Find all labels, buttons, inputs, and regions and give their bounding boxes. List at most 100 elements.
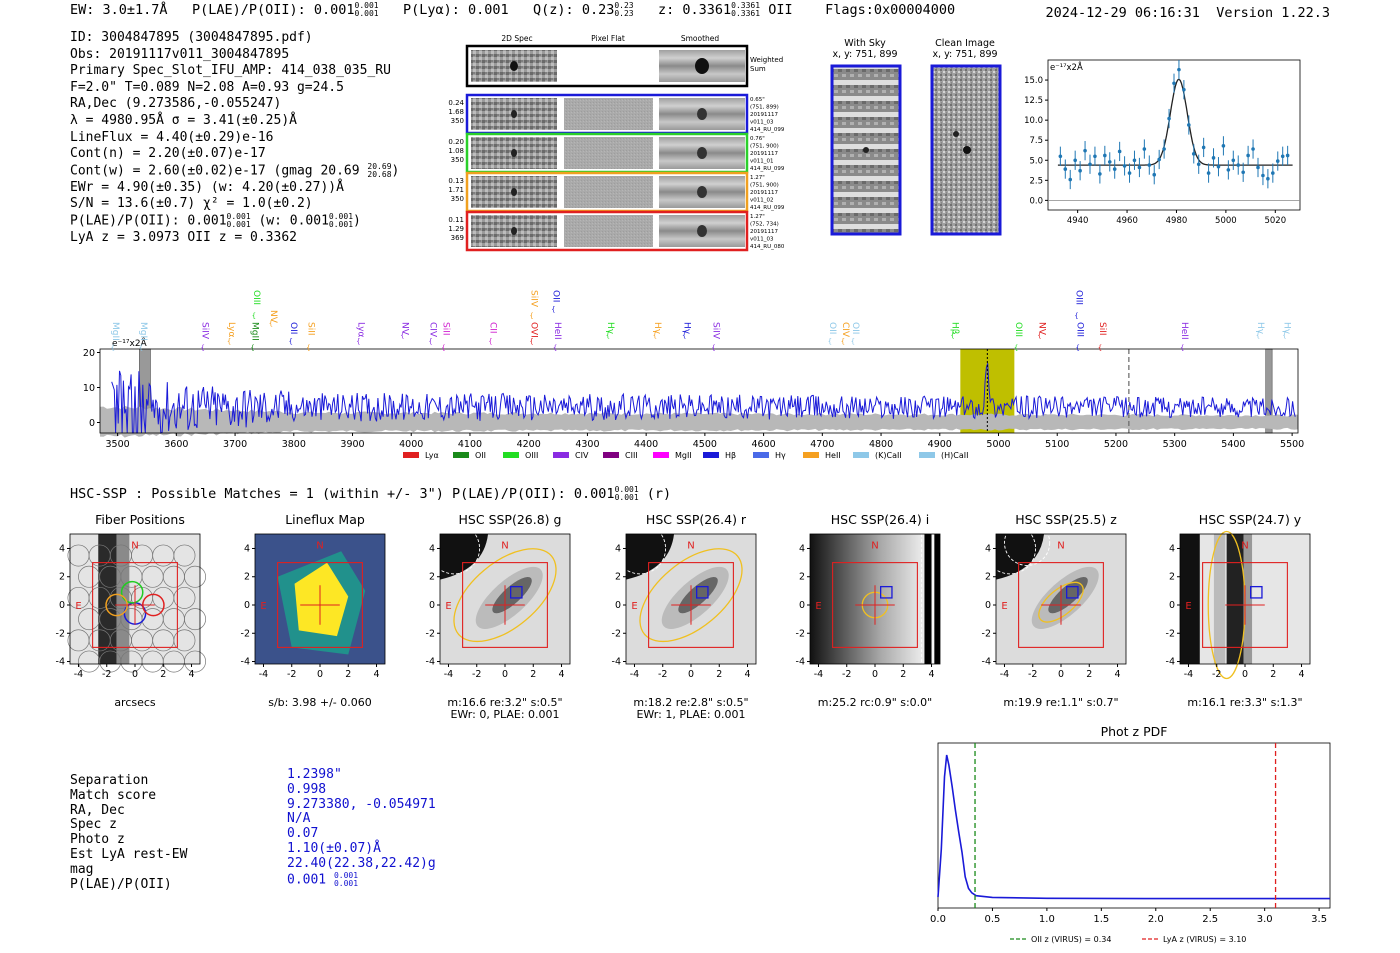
hsc-ytick-label: 0 (244, 600, 250, 611)
spectrum-flux-line (111, 363, 1296, 434)
spec2d-weighted-row: Weighted Sum (465, 44, 783, 88)
hsc-aperture-ellipse (1038, 581, 1084, 623)
linefit-data-point (1241, 170, 1245, 175)
with-sky-title: With Sky x, y: 751, 899 (832, 38, 898, 60)
spec2d-row-meta: v011_01 (750, 159, 774, 165)
spec2d-row-meta: 1.27" (750, 175, 765, 181)
hsc-xtick-label: -2 (658, 669, 667, 680)
spectrum-line-bracket: { (606, 331, 610, 339)
hsc-ytick-label: 2 (244, 572, 250, 583)
hsc-ytick-label: 0 (59, 600, 65, 611)
spec2d-smooth-source (697, 225, 707, 237)
fiber-circle (173, 544, 196, 567)
hsc-ytick-label: -2 (982, 628, 991, 639)
header-flags: Flags:0x00004000 (825, 2, 956, 18)
hsc-xtick-label: 0 (1242, 669, 1248, 680)
linefit-data-point (1073, 158, 1077, 163)
spectrum-line-label: OII (850, 322, 860, 334)
hsc-caption-line: arcsecs (114, 696, 156, 709)
spectrum-line-bracket: { (306, 344, 310, 352)
spectrum-xtick-label: 5200 (1104, 439, 1128, 450)
hsc-xtick-label: -4 (1184, 669, 1193, 680)
search-box (832, 562, 918, 648)
hsc-neighbor-aperture (1004, 530, 1051, 566)
spec2d-smooth-source (697, 108, 707, 120)
spectrum-xtick-label: 5400 (1221, 439, 1245, 450)
spectrum-line-label: SiIV (529, 290, 539, 308)
spectrum-line-bracket: { (711, 344, 715, 352)
spectrum-line-label: OIII (1074, 290, 1084, 305)
spectrum-line-bracket: { (828, 338, 832, 346)
compass-north: N (501, 540, 508, 551)
hsc-xtick-label: -4 (444, 669, 453, 680)
linefit-data-point (1112, 167, 1117, 171)
match-value: 0.998 (287, 781, 327, 797)
spectrum-xtick-label: 3800 (282, 439, 306, 450)
spectrum-xtick-label: 4700 (810, 439, 834, 450)
match-value: N/A (287, 811, 311, 827)
compass-north: N (1241, 540, 1248, 551)
linefit-ytick-label: 10.0 (1024, 116, 1043, 126)
spectrum-line-bracket: { (252, 312, 256, 320)
photz-pdf-curve (937, 754, 1330, 900)
match-label: Match score (70, 787, 157, 803)
photz-frame (937, 742, 1331, 909)
hsc-ytick-label: 2 (59, 572, 65, 583)
linefit-data-point (1167, 116, 1171, 121)
linefit-ytick-label: 5.0 (1029, 156, 1043, 166)
hsc-xtick-label: 0 (502, 669, 508, 680)
info-contw: Cont(w) = 2.60(±0.02)e-17 (gmag 20.69 20… (70, 161, 400, 179)
search-box (92, 562, 178, 648)
hsc-xtick-label: -2 (1028, 669, 1037, 680)
hsc-aperture-ellipse (639, 548, 743, 643)
spectrum-line-bracket: { (139, 344, 143, 352)
spectrum-line-label: OII (827, 322, 837, 334)
spec2d-smooth-source (697, 147, 707, 159)
spectrum-line-bracket: { (841, 338, 845, 346)
spectrum-legend-label: MgII (675, 451, 692, 460)
spectrum-line-label: SiIV (200, 322, 210, 340)
match-label: RA, Dec (70, 802, 125, 818)
hsc-bright-star (440, 534, 489, 580)
spectrum-line-bracket: { (1014, 344, 1018, 352)
linefit-data-point (1196, 162, 1201, 167)
spectrum-line-label: SiII (440, 322, 450, 336)
match-label: Photo z (70, 832, 125, 848)
header-ew: EW: 3.0±1.7Å (70, 2, 168, 18)
hsc-panel-caption: m:16.1 re:3.3" s:1.3" (1165, 697, 1325, 709)
hsc-ytick-label: -4 (982, 657, 991, 668)
hsc-ytick-label: -2 (612, 628, 621, 639)
spectrum-line-label: NV (399, 322, 409, 336)
linefit-xtick-label: 4980 (1166, 216, 1188, 226)
linefit-ytick-label: 7.5 (1029, 136, 1043, 146)
spectrum-legend-swatch (803, 452, 819, 458)
spectrum-line-bracket: { (488, 338, 492, 346)
spectrum-line-bracket: { (400, 331, 404, 339)
spectrum-line-bracket: { (950, 331, 954, 339)
spec2d-flat-cutout (564, 215, 653, 247)
spec2d-row-meta: 0.76" (750, 136, 765, 142)
search-box (462, 562, 548, 648)
hsc-ytick-label: 0 (615, 600, 621, 611)
hsc-ytick-label: 0 (799, 600, 805, 611)
spectrum-legend-label: OII (475, 451, 486, 460)
hsc-galaxy-halo (1031, 566, 1099, 629)
match-label: mag (70, 861, 94, 877)
match-value: 9.273380, -0.054971 (287, 796, 436, 812)
info-obs: Obs: 20191117v011_3004847895 (70, 46, 290, 62)
spectrum-line-label: CII (487, 322, 497, 334)
photz-xtick-label: 1.5 (1093, 914, 1109, 925)
hsc-ytick-label: -4 (56, 657, 65, 668)
photz-legend-oii: OII z (VIRUS) = 0.34 (1031, 935, 1111, 944)
hsc-ytick-label: 4 (985, 543, 991, 554)
info-ewr: EWr = 4.90(±0.35) (w: 4.20(±0.27))Å (70, 179, 344, 195)
hsc-cutout-6: N E -4 -4 -2 -2 0 0 2 2 4 4 (1166, 530, 1311, 680)
spectrum-line-label: Hγ (605, 322, 615, 335)
spec2d-row-meta: v011_02 (750, 198, 774, 204)
header-summary: EW: 3.0±1.7Å P(LAE)/P(OII): 0.0010.001 0.… (70, 1, 956, 19)
search-box (277, 562, 363, 648)
spec2d-row-meta: 414_RU_080 (750, 244, 785, 250)
clean-image (930, 64, 1002, 236)
header-plae-err: 0.001 0.001 (354, 1, 379, 18)
compass-east: E (631, 601, 637, 612)
